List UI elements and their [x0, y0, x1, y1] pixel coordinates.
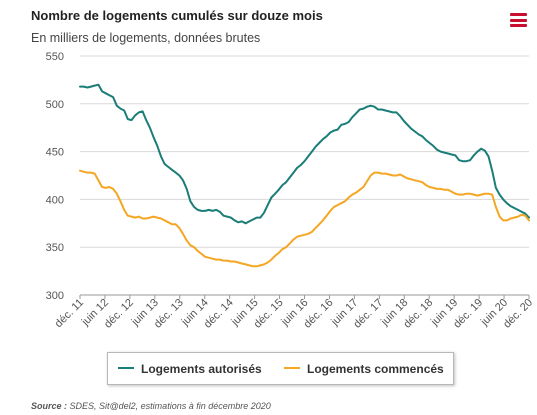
y-tick-label: 500: [46, 99, 64, 111]
legend-swatch-commences: [284, 366, 300, 369]
y-tick-label: 450: [46, 147, 64, 159]
chart-subtitle: En milliers de logements, données brutes: [31, 31, 261, 45]
hamburger-menu-icon[interactable]: [510, 13, 527, 27]
chart-title: Nombre de logements cumulés sur douze mo…: [31, 8, 323, 23]
source-label: Source :: [31, 401, 68, 411]
legend-swatch-autorises: [118, 366, 134, 369]
legend-label-autorises: Logements autorisés: [141, 362, 262, 376]
legend-item-logements-commences[interactable]: Logements commencés: [284, 362, 444, 376]
legend-label-commences: Logements commencés: [307, 362, 444, 376]
y-tick-label: 350: [46, 242, 64, 254]
legend-item-logements-autorises[interactable]: Logements autorisés: [118, 362, 262, 376]
series-line-logements-autorises: [79, 83, 530, 225]
y-tick-label: 400: [46, 194, 64, 206]
source-note: Source : SDES, Sit@del2, estimations à f…: [31, 401, 271, 411]
y-tick-label: 300: [46, 290, 64, 302]
source-text: SDES, Sit@del2, estimations à fin décemb…: [67, 401, 271, 411]
series-line-logements-commences: [79, 169, 530, 268]
y-tick-label: 550: [46, 51, 64, 63]
legend: Logements autorisés Logements commencés: [107, 352, 454, 385]
